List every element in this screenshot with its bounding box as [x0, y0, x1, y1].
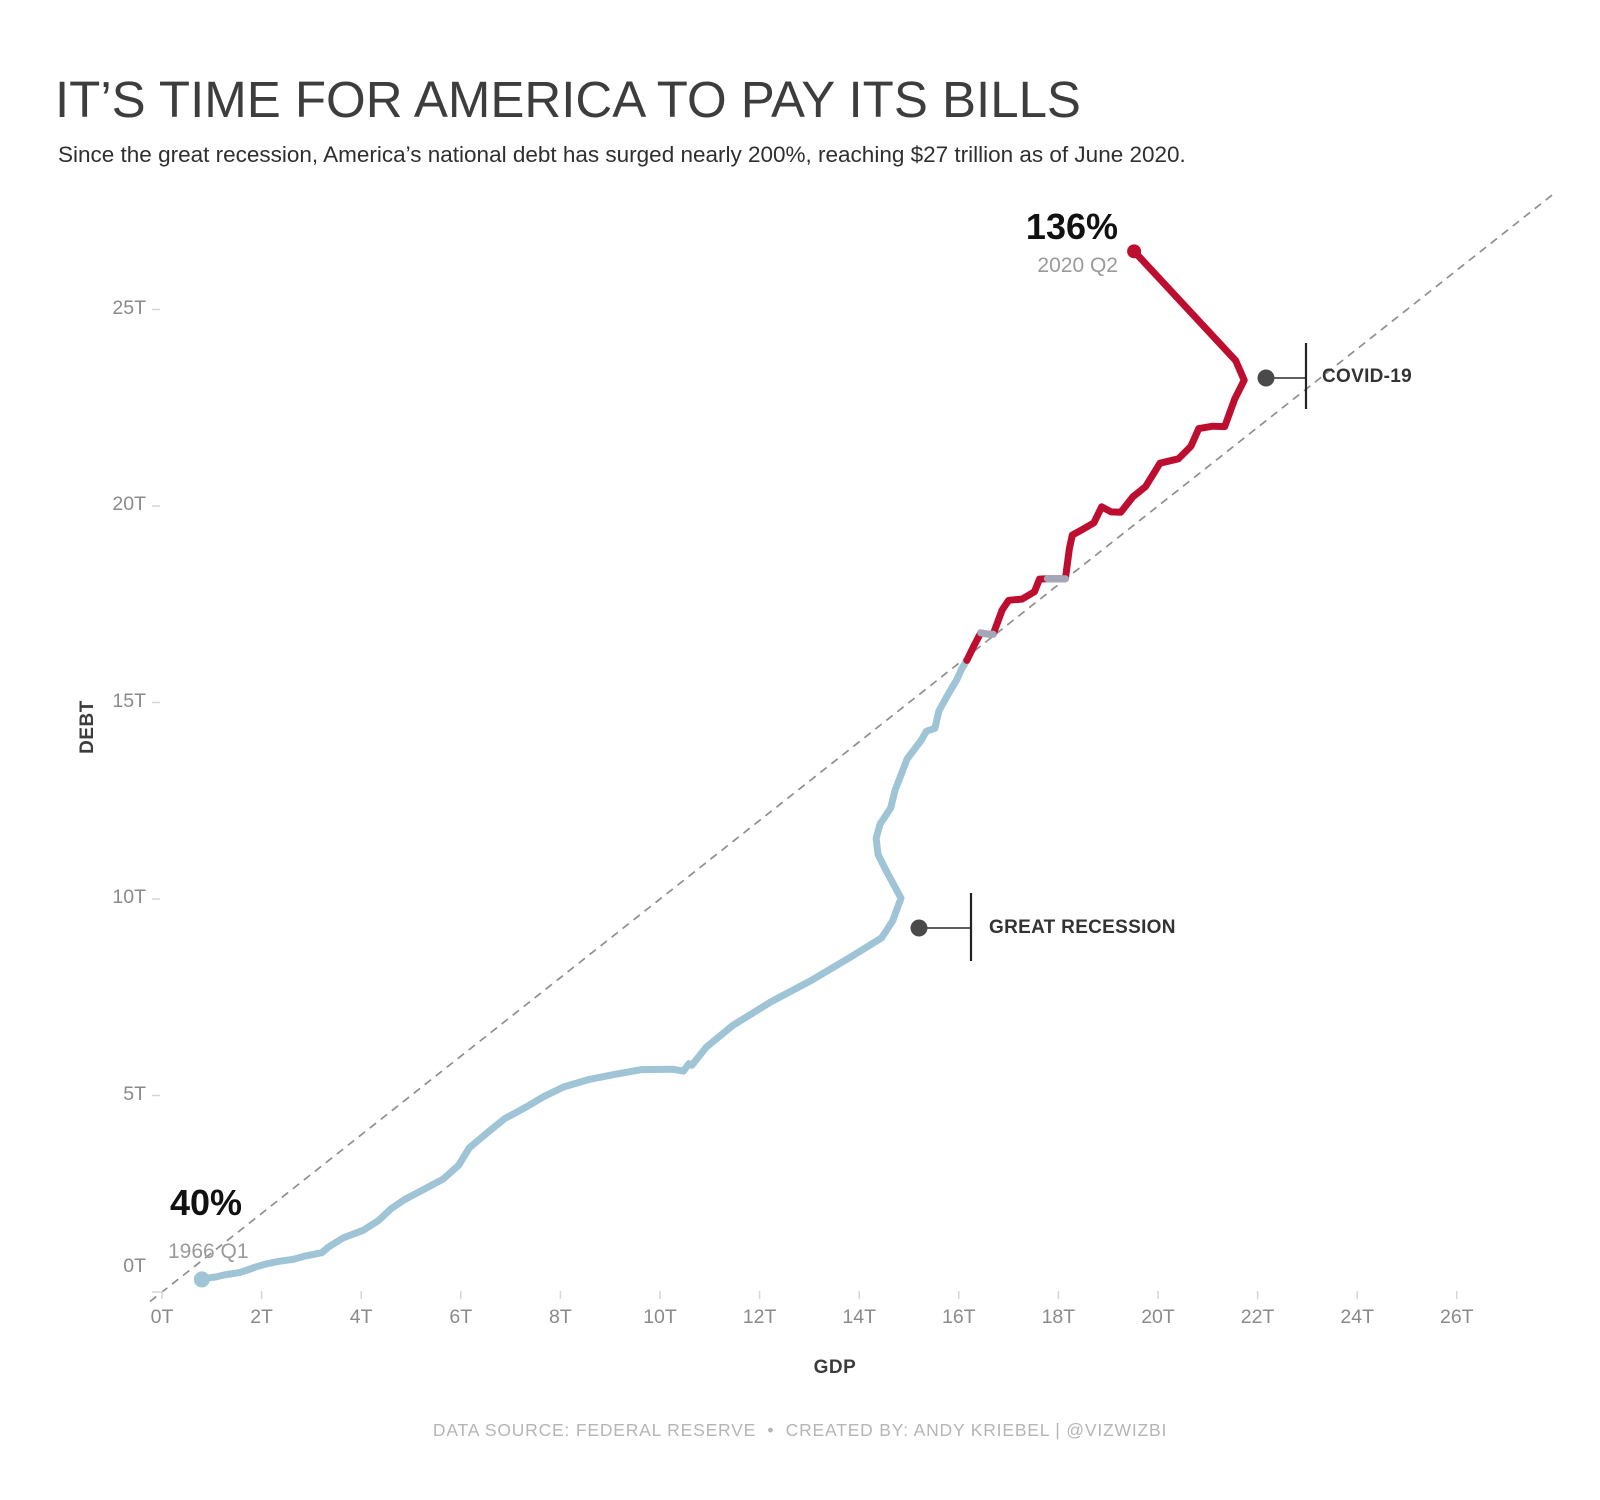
x-tick-label: 10T	[643, 1306, 677, 1328]
annotation-covid19-label: COVID-19	[1322, 366, 1413, 387]
x-tick-label: 4T	[349, 1306, 373, 1328]
series-line-1	[963, 247, 1248, 664]
x-tick-label: 22T	[1240, 1306, 1275, 1328]
annotation-end-quarter: 2020 Q2	[1037, 254, 1118, 277]
x-tick-label: 8T	[549, 1306, 572, 1328]
x-tick-label: 6T	[449, 1306, 473, 1328]
x-tick-label: 18T	[1041, 1306, 1076, 1328]
y-tick-label: 10T	[112, 886, 146, 908]
y-axis-title: DEBT	[77, 700, 98, 754]
y-tick-label: 25T	[112, 296, 146, 319]
covid19-dot	[1257, 369, 1275, 387]
annotation-end-percent: 136%	[1025, 206, 1118, 247]
y-tick-label: 0T	[123, 1255, 146, 1277]
x-tick-label: 14T	[842, 1306, 876, 1328]
footer-credit: DATA SOURCE: FEDERAL RESERVE • CREATED B…	[432, 1420, 1168, 1440]
y-tick-label: 15T	[112, 689, 146, 712]
y-tick-label: 5T	[123, 1082, 146, 1105]
x-tick-label: 2T	[250, 1306, 273, 1328]
annotation-great-recession-label: GREAT RECESSION	[989, 917, 1176, 938]
x-tick-label: 26T	[1439, 1306, 1474, 1328]
x-tick-label: 0T	[150, 1306, 174, 1328]
reference-line-100pct	[149, 194, 1553, 1303]
x-axis-title: GDP	[813, 1357, 857, 1378]
great-recession-dot	[910, 919, 928, 937]
page-title: IT’S TIME FOR AMERICA TO PAY ITS BILLS	[55, 71, 1081, 128]
annotation-start-percent: 40%	[170, 1182, 243, 1223]
annotation-start-quarter: 1966 Q1	[168, 1240, 249, 1263]
page-subtitle: Since the great recession, America’s nat…	[58, 142, 1186, 167]
x-tick-label: 12T	[742, 1306, 777, 1328]
x-tick-label: 16T	[941, 1306, 976, 1328]
y-tick-label: 20T	[112, 493, 146, 515]
x-tick-label: 24T	[1340, 1306, 1374, 1328]
end-point-dot	[1127, 244, 1142, 259]
start-point-dot	[193, 1271, 210, 1288]
crossover-segment	[977, 629, 997, 638]
x-tick-label: 20T	[1141, 1306, 1175, 1328]
series-line-0	[198, 656, 971, 1283]
